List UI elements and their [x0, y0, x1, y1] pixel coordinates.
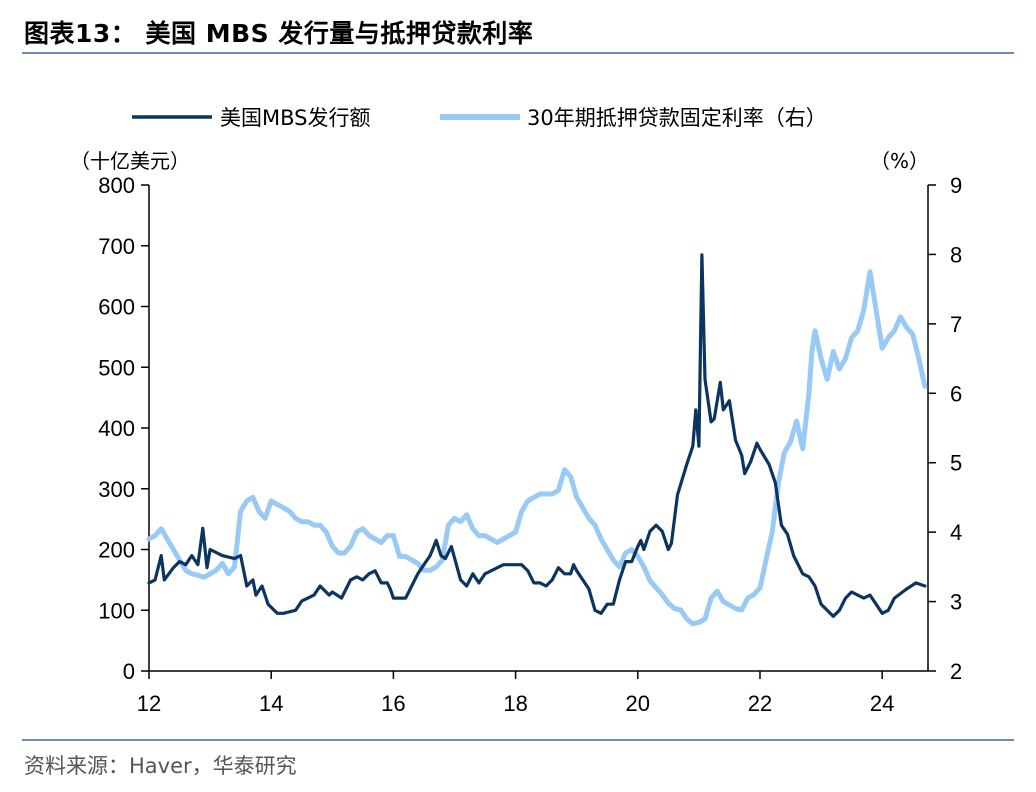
source-note: 资料来源：Haver，华泰研究	[24, 754, 297, 778]
plot-area	[146, 253, 928, 627]
figure-title: 图表13： 美国 MBS 发行量与抵押贷款利率	[24, 19, 534, 48]
right-tick-label-5: 7	[950, 312, 962, 337]
right-tick-label-7: 9	[950, 173, 962, 198]
x-tick-label-4: 20	[626, 691, 650, 716]
left-axis-unit: （十亿美元）	[70, 149, 190, 173]
x-tick-label-3: 18	[503, 691, 527, 716]
axes: 0 100 200 300 400 500 600 700 800 2 3 4 5 6 7 8 9 12 14 16 1…	[98, 173, 962, 716]
title-rule	[22, 52, 1014, 54]
right-axis-unit: （%）	[870, 149, 929, 173]
left-tick-label-2: 200	[98, 538, 135, 563]
left-tick-label-0: 0	[123, 659, 135, 684]
right-tick-label-4: 6	[950, 381, 962, 406]
x-tick-label-6: 24	[870, 691, 894, 716]
x-tick-label-0: 12	[137, 691, 161, 716]
footer-rule	[22, 739, 1014, 741]
left-tick-label-3: 300	[98, 477, 135, 502]
series-line-mbs-issuance	[147, 253, 927, 618]
right-tick-label-3: 5	[950, 451, 962, 476]
legend-label-mbs: 美国MBS发行额	[220, 106, 371, 130]
right-tick-label-2: 4	[950, 520, 962, 545]
left-tick-label-4: 400	[98, 416, 135, 441]
right-tick-label-0: 2	[950, 659, 962, 684]
series-line-mortgage-rate	[146, 269, 928, 627]
left-tick-label-6: 600	[98, 295, 135, 320]
left-tick-label-1: 100	[98, 598, 135, 623]
x-tick-label-2: 16	[381, 691, 405, 716]
right-tick-label-6: 8	[950, 242, 962, 267]
right-tick-label-1: 3	[950, 590, 962, 615]
legend-label-rate: 30年期抵押贷款固定利率（右）	[527, 106, 827, 130]
legend: 美国MBS发行额 30年期抵押贷款固定利率（右）	[132, 106, 827, 130]
left-tick-label-7: 700	[98, 234, 135, 259]
left-tick-label-5: 500	[98, 355, 135, 380]
x-tick-label-1: 14	[259, 691, 283, 716]
x-tick-label-5: 22	[748, 691, 772, 716]
left-tick-label-8: 800	[98, 173, 135, 198]
